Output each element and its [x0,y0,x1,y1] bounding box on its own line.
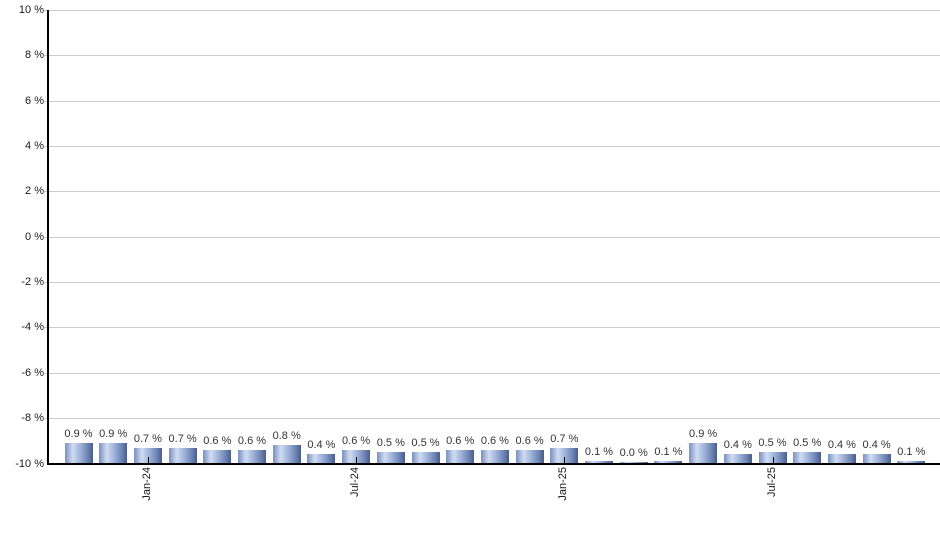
bar [897,461,926,464]
bar-value-label: 0.5 % [758,437,787,450]
x-axis-tick-label: Jul-24 [349,467,362,497]
gridline [44,10,940,11]
x-axis-tick-label: Jan-24 [140,467,153,501]
bar-value-label: 0.4 % [723,439,752,452]
bar-value-label: 0.0 % [619,447,648,459]
bar [619,462,648,464]
gridline [44,327,940,329]
bar-value-label: 0.6 % [203,434,232,447]
bar-value-label: 0.5 % [411,437,440,450]
bar [793,452,822,464]
bar [99,443,128,464]
bar-value-label: 0.6 % [480,434,509,447]
bar [723,454,752,464]
bar-value-label: 0.9 % [689,428,718,441]
bar-value-label: 0.6 % [237,434,267,447]
bar-value-label: 0.9 % [64,428,93,441]
bar-value-label: 0.7 % [168,432,197,445]
bar-value-label: 0.4 % [307,439,336,452]
gridline [44,372,940,374]
y-axis-tick-label: 6 % [25,94,44,107]
bar [862,454,891,464]
bar-value-label: 0.5 % [376,437,405,450]
gridline [44,418,940,420]
y-axis-tick-label: -6 % [21,366,44,379]
x-axis-tick [772,456,774,464]
bar [689,443,718,464]
x-axis-tick [147,456,149,464]
y-axis-tick-label: 4 % [25,140,44,153]
bar-value-label: 0.7 % [133,432,162,445]
bar-value-label: 0.9 % [99,428,128,441]
bar-value-label: 0.5 % [793,437,822,450]
y-axis-tick-label: 0 % [25,230,44,243]
bar [376,452,405,464]
bar [238,449,266,464]
y-axis-tick-label: 10 % [18,4,44,16]
y-axis-tick-label: -2 % [21,276,44,289]
bar [480,449,509,464]
y-axis-tick-label: -10 % [15,457,44,470]
bar [411,452,440,464]
gridline [44,55,940,57]
gridline [44,146,940,148]
bar [272,445,301,464]
x-axis-tick [356,456,358,464]
bar [307,454,336,464]
bar [550,447,579,464]
bar [827,454,856,464]
y-axis-line [47,10,49,465]
x-axis-tick [564,456,566,464]
x-axis-line [47,463,940,465]
bar-value-label: 0.4 % [827,439,856,452]
bar-value-label: 0.1 % [897,446,926,459]
gridline [44,100,940,102]
bar [64,443,93,464]
y-axis-tick-label: 2 % [25,185,44,198]
plot-area: 0.9 % 0.9 % 0.7 % 0.7 % 0.6 % 0.6 % 0.8 % 0.4 %… [44,10,940,464]
bar-value-label: 0.7 % [550,432,579,445]
y-axis-tick-label: -4 % [21,321,44,334]
gridline [44,191,940,193]
bar [203,449,232,464]
gridline [44,282,940,284]
bar-value-label: 0.4 % [862,439,891,452]
y-axis-tick-label: 8 % [25,49,44,62]
bar [515,449,544,464]
bar-value-label: 0.6 % [446,434,475,447]
x-axis-tick-label: Jan-25 [557,467,570,501]
gridline [44,236,940,238]
bar-value-label: 0.1 % [584,446,614,459]
y-axis-tick-label: -8 % [21,412,44,425]
bar [585,461,613,464]
bar-value-label: 0.6 % [342,434,371,447]
bar [654,461,683,464]
bar [446,449,475,464]
x-axis-tick-label: Jul-25 [765,467,778,497]
bar [168,447,197,464]
bar-value-label: 0.8 % [272,430,301,443]
bar-value-label: 0.6 % [515,434,544,447]
bar [133,447,162,464]
bar-value-label: 0.1 % [654,446,683,459]
